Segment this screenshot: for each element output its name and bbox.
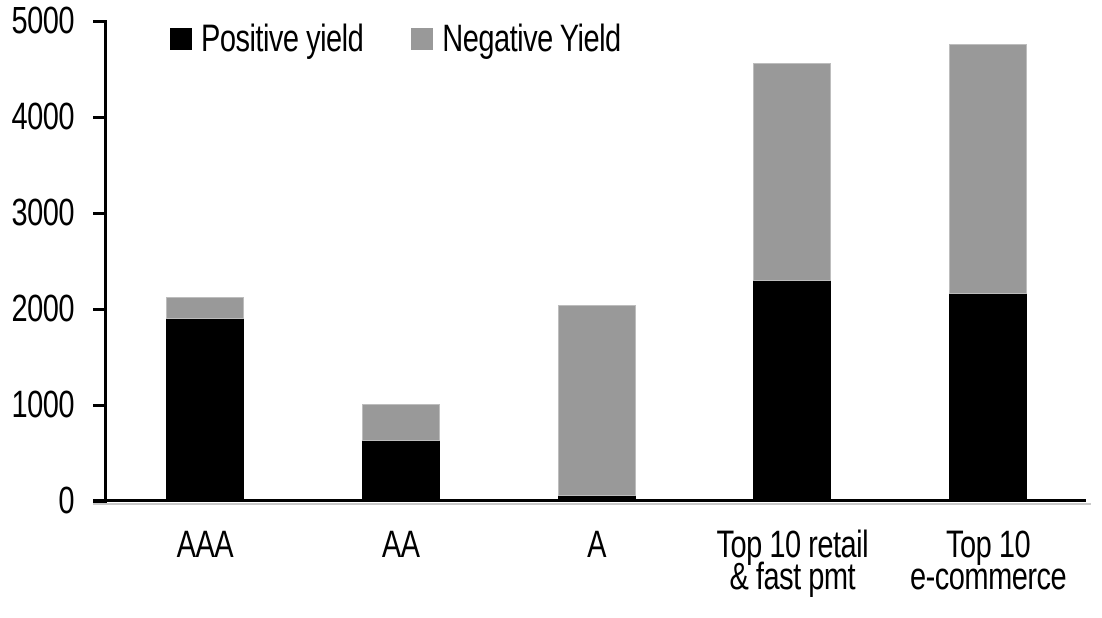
y-tick bbox=[93, 19, 107, 23]
x-category-label-line: A bbox=[499, 524, 695, 566]
x-category-label-text: & fast pmt bbox=[729, 555, 856, 599]
x-category-label-text: e-commerce bbox=[910, 555, 1067, 599]
bar-aaa-positive-yield bbox=[165, 318, 244, 501]
legend-label: Positive yield bbox=[201, 20, 364, 58]
y-axis-line bbox=[104, 20, 107, 503]
x-category-label: Top 10 e-commerce bbox=[890, 524, 1086, 598]
y-tick-label: 3000 bbox=[0, 192, 74, 234]
y-tick-label: 2000 bbox=[0, 288, 74, 330]
y-tick-label-text: 5000 bbox=[11, 0, 74, 43]
chart-legend: Positive yield Negative Yield bbox=[170, 20, 621, 58]
bar-top-10-e-commerce-negative-yield bbox=[949, 44, 1028, 294]
x-category-label: AAA bbox=[107, 524, 303, 566]
x-category-label-text: Top 10 bbox=[946, 523, 1031, 567]
y-tick bbox=[93, 211, 107, 215]
legend-label: Negative Yield bbox=[442, 20, 621, 58]
y-tick-label-text: 0 bbox=[58, 479, 74, 523]
y-tick-label: 4000 bbox=[0, 96, 74, 138]
x-axis-shadow-line bbox=[93, 502, 1091, 505]
bar-a-negative-yield bbox=[557, 305, 636, 497]
bar-a-positive-yield bbox=[557, 496, 636, 501]
legend-item-positive-yield: Positive yield bbox=[170, 20, 364, 58]
x-category-label-text: Top 10 retail bbox=[716, 523, 869, 567]
x-category-label-line: & fast pmt bbox=[694, 556, 890, 598]
y-tick-label: 5000 bbox=[0, 0, 74, 42]
y-tick bbox=[93, 115, 107, 119]
legend-item-negative-yield: Negative Yield bbox=[411, 20, 621, 58]
y-tick-label-text: 1000 bbox=[11, 383, 74, 427]
y-tick-label: 0 bbox=[0, 480, 74, 522]
x-category-label-text: AA bbox=[381, 523, 420, 567]
x-category-label-line: Top 10 bbox=[890, 524, 1086, 566]
bar-aaa-negative-yield bbox=[165, 297, 244, 319]
x-category-label: AA bbox=[303, 524, 499, 566]
negative-yield-swatch-icon bbox=[411, 28, 434, 50]
y-tick-label-text: 3000 bbox=[11, 191, 74, 235]
bar-aa-positive-yield bbox=[361, 441, 440, 501]
x-category-label-line: AAA bbox=[107, 524, 303, 566]
x-category-label-text: AAA bbox=[176, 523, 234, 567]
bar-aa-negative-yield bbox=[361, 404, 440, 442]
x-category-label: A bbox=[499, 524, 695, 566]
x-category-label-line: Top 10 retail bbox=[694, 524, 890, 566]
y-tick bbox=[93, 403, 107, 407]
y-tick-label-text: 4000 bbox=[11, 95, 74, 139]
y-tick bbox=[93, 307, 107, 311]
x-category-label-line: e-commerce bbox=[890, 556, 1086, 598]
legend-label-text: Positive yield bbox=[201, 17, 364, 61]
x-category-label-text: A bbox=[587, 523, 606, 567]
x-category-label: Top 10 retail & fast pmt bbox=[694, 524, 890, 598]
bar-top-10-e-commerce-positive-yield bbox=[949, 293, 1028, 501]
x-category-label-line: AA bbox=[303, 524, 499, 566]
y-tick-label: 1000 bbox=[0, 384, 74, 426]
positive-yield-swatch-icon bbox=[170, 28, 192, 50]
bar-top-10-retail-fast-pmt-negative-yield bbox=[753, 63, 832, 282]
y-tick-label-text: 2000 bbox=[11, 287, 74, 331]
x-axis-line bbox=[93, 499, 1086, 502]
legend-label-text: Negative Yield bbox=[442, 17, 621, 61]
bar-top-10-retail-fast-pmt-positive-yield bbox=[753, 281, 832, 501]
